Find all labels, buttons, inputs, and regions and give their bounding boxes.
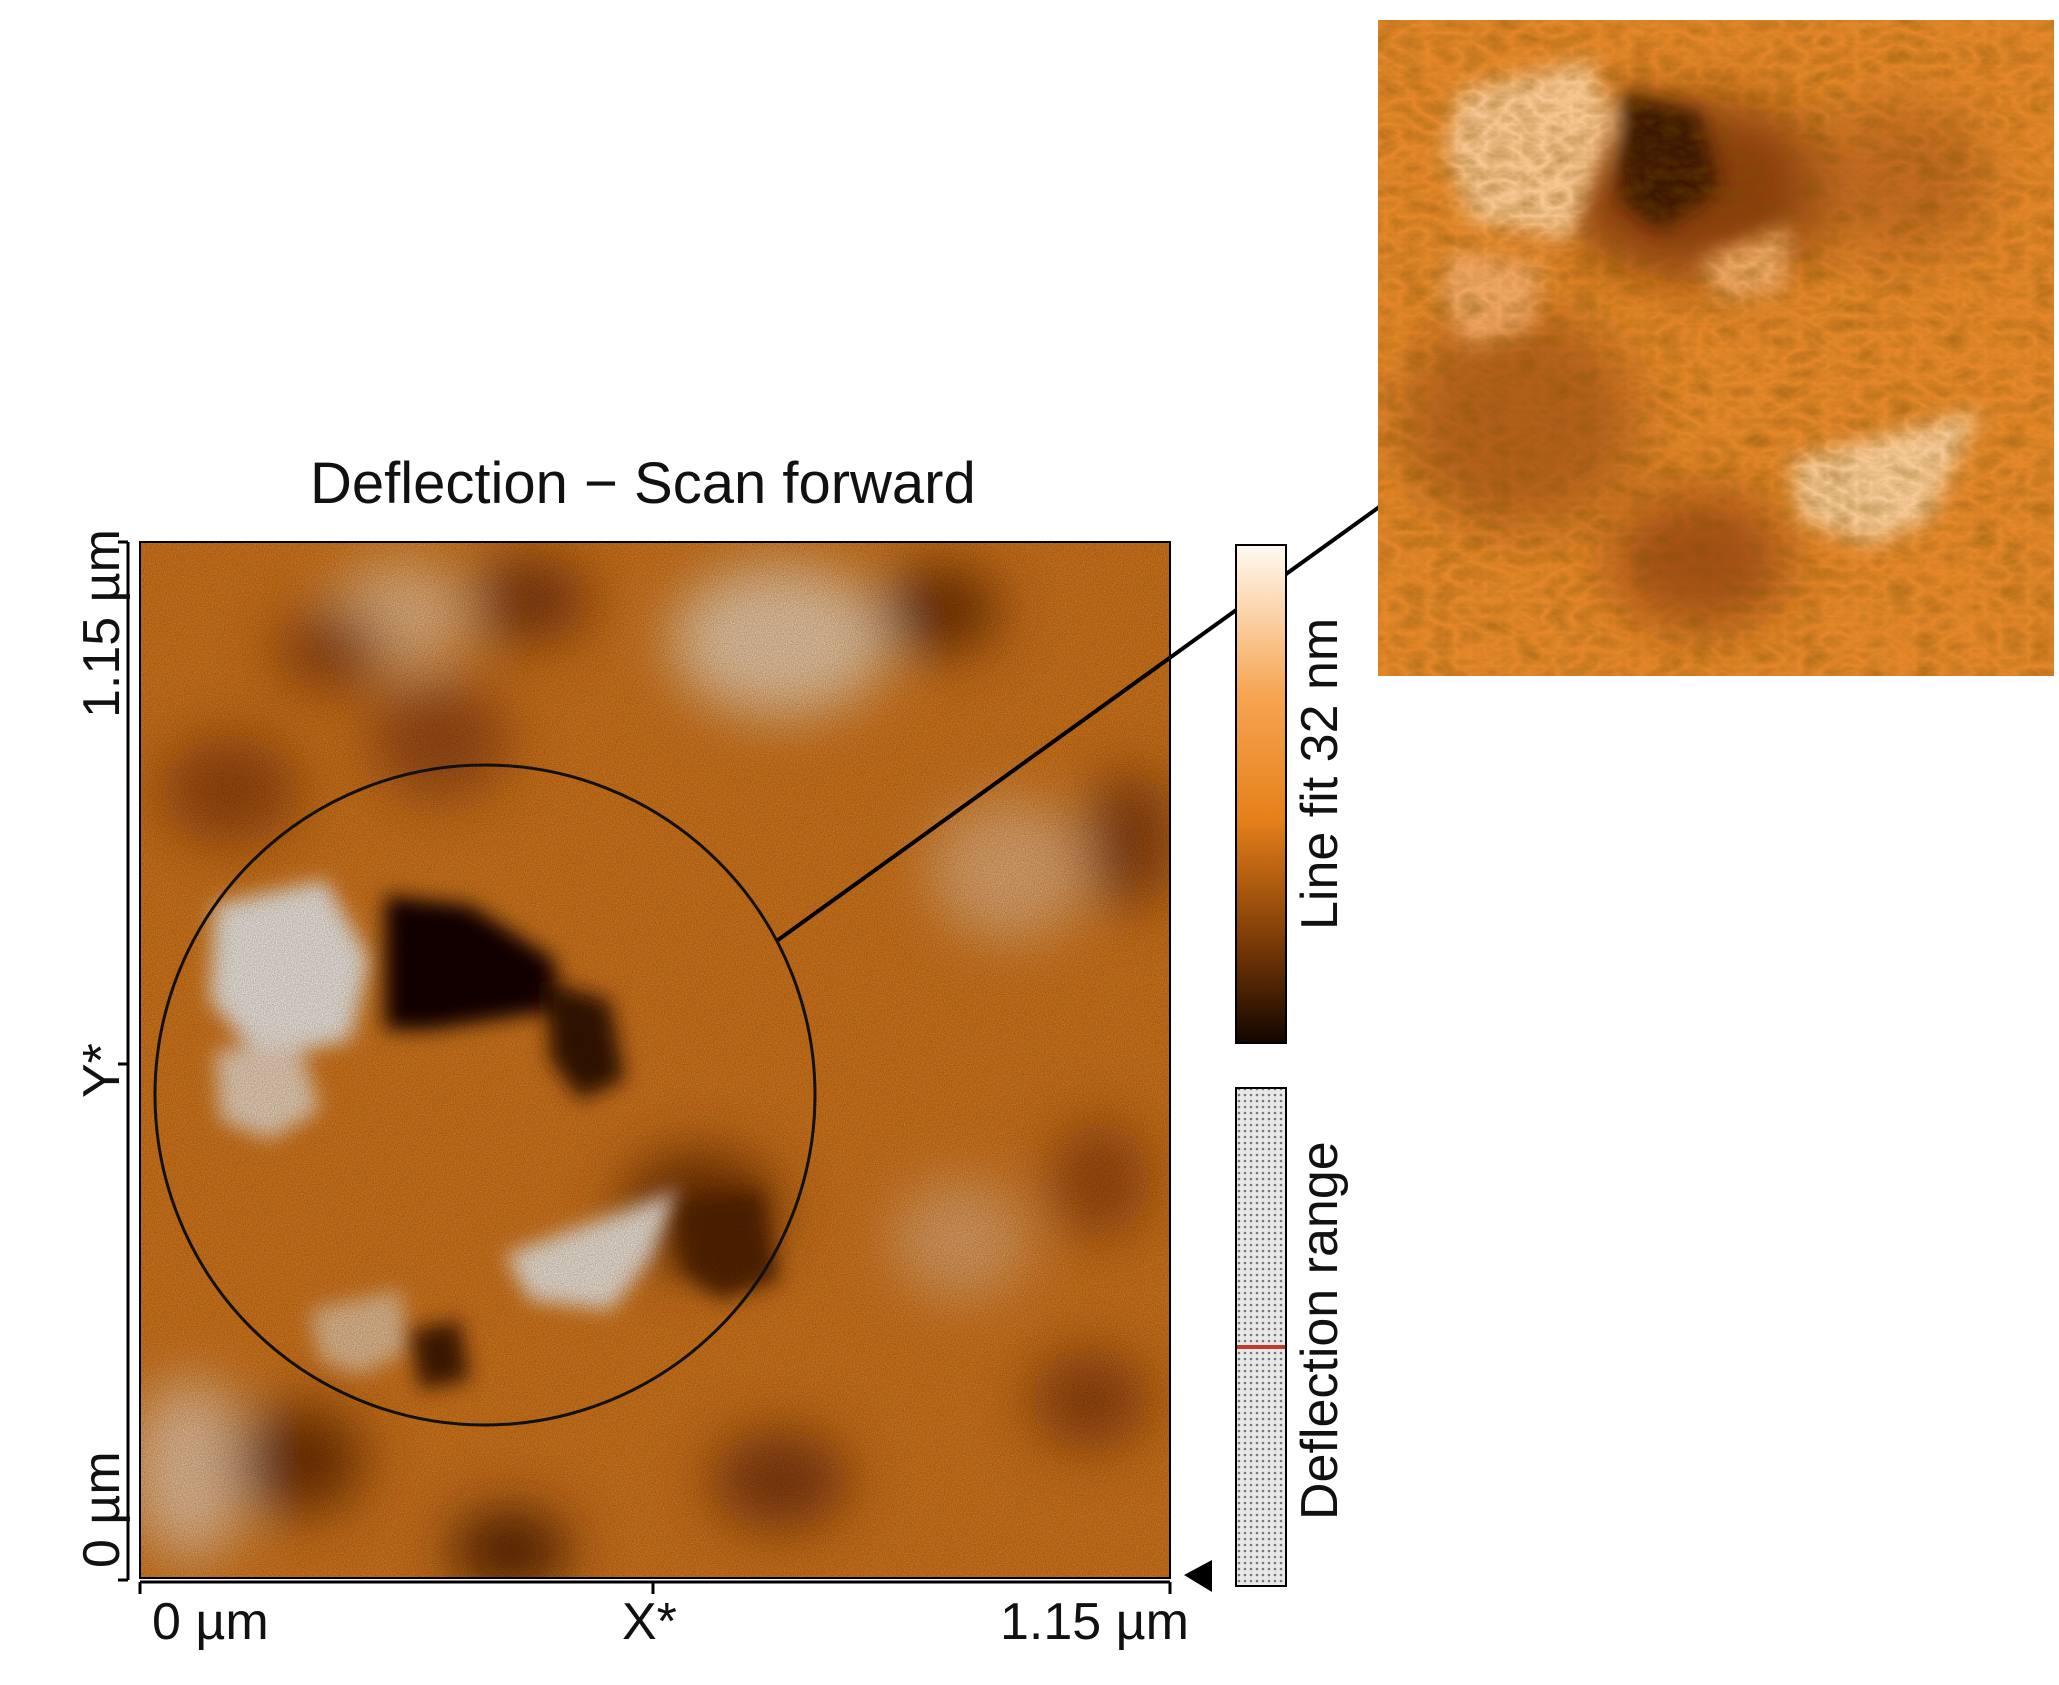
x-axis-label: X* <box>622 1593 677 1651</box>
x-axis <box>138 1580 1172 1594</box>
afm-scan-image <box>140 542 1170 1578</box>
range-pointer-icon <box>1184 1560 1212 1592</box>
x-tick-max: 1.15 µm <box>1000 1593 1189 1651</box>
y-axis-label: Y* <box>73 1043 131 1098</box>
y-tick-max: 1.15 µm <box>73 529 131 718</box>
zoom-region-circle <box>153 763 817 1427</box>
colorbar-label: Line fit 32 nm <box>1291 617 1349 930</box>
range-bar-label: Deflection range <box>1291 1141 1349 1520</box>
deflection-range-bar <box>1235 1087 1287 1587</box>
plot-frame <box>139 541 1171 1579</box>
y-axis <box>118 540 130 1582</box>
colorbar <box>1235 544 1287 1044</box>
figure-title: Deflection − Scan forward <box>310 451 976 516</box>
zoom-inset-image <box>1378 20 2054 676</box>
y-tick-min: 0 µm <box>73 1451 131 1568</box>
x-tick-min: 0 µm <box>152 1593 269 1651</box>
zoom-arrow <box>776 490 1402 942</box>
